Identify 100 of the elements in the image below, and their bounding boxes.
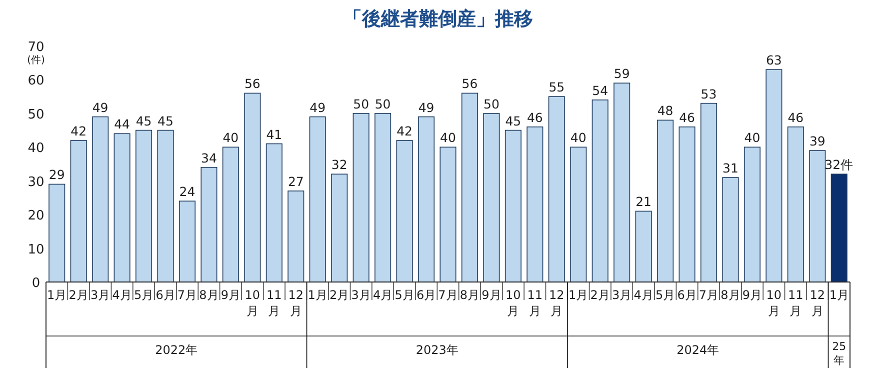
bar bbox=[787, 126, 804, 282]
data-label: 56 bbox=[244, 76, 260, 92]
data-label: 46 bbox=[679, 110, 696, 125]
bar bbox=[830, 174, 848, 282]
bar bbox=[809, 150, 826, 282]
x-tick-label: 6月 bbox=[156, 288, 176, 302]
x-tick-label: 6月 bbox=[677, 288, 697, 302]
bar bbox=[70, 140, 87, 282]
data-label: 44 bbox=[114, 116, 130, 132]
bar bbox=[483, 113, 500, 282]
data-label: 21 bbox=[636, 194, 652, 210]
bar bbox=[288, 190, 304, 282]
x-tick-label: 2月 bbox=[68, 288, 88, 302]
y-tick-label: 20 bbox=[28, 208, 44, 224]
text: 2024年 bbox=[676, 343, 720, 357]
bar bbox=[614, 82, 630, 282]
data-label: 46 bbox=[788, 110, 804, 125]
bar bbox=[657, 120, 674, 282]
data-label: 46 bbox=[526, 110, 543, 125]
y-tick-label: 0 bbox=[32, 276, 40, 291]
x-tick-label: 4月 bbox=[112, 288, 132, 302]
bar bbox=[244, 92, 261, 282]
y-tick-label: 60 bbox=[28, 74, 44, 89]
x-tick-label: 4月 bbox=[634, 288, 654, 302]
y-tick-label: 70 bbox=[28, 40, 44, 55]
data-label: 29 bbox=[48, 167, 65, 182]
chart-title: 「後継者難倒産」推移 bbox=[343, 8, 533, 30]
data-label: 40 bbox=[222, 130, 239, 146]
data-label: 32 bbox=[331, 157, 348, 172]
y-tick-label: 30 bbox=[28, 174, 44, 190]
data-label: 45 bbox=[505, 113, 522, 128]
data-label: 40 bbox=[440, 130, 456, 146]
x-tick-label: 10月 bbox=[244, 288, 260, 318]
x-tick-label: 12月 bbox=[288, 288, 304, 318]
data-label: 49 bbox=[310, 100, 326, 115]
data-label: 45 bbox=[158, 113, 174, 128]
text: 25年 bbox=[832, 340, 846, 367]
data-label: 48 bbox=[657, 103, 674, 118]
data-label: 63 bbox=[766, 52, 782, 68]
text: 2023年 bbox=[416, 343, 458, 357]
data-label: 42 bbox=[70, 123, 87, 138]
data-label: 56 bbox=[462, 76, 478, 92]
bar bbox=[418, 116, 435, 282]
bar bbox=[722, 177, 739, 282]
data-label: 50 bbox=[484, 96, 500, 112]
bar bbox=[766, 69, 782, 282]
data-label: 31 bbox=[722, 160, 738, 176]
data-label: 50 bbox=[353, 96, 370, 112]
data-label: 49 bbox=[418, 100, 434, 115]
data-label: 49 bbox=[92, 100, 108, 115]
data-label: 41 bbox=[266, 126, 282, 142]
bar bbox=[396, 140, 413, 282]
bar bbox=[678, 126, 696, 282]
x-tick-label: 5月 bbox=[394, 288, 414, 302]
bar bbox=[266, 143, 282, 282]
y-tick-label: 50 bbox=[28, 107, 44, 122]
x-tick-label: 8月 bbox=[460, 288, 480, 302]
x-tick-label: 5月 bbox=[134, 288, 154, 302]
x-tick-label: 1月 bbox=[829, 288, 849, 302]
bar bbox=[352, 113, 370, 282]
bar bbox=[178, 200, 196, 282]
x-tick-label: 7月 bbox=[698, 288, 719, 302]
x-tick-label: 7月 bbox=[438, 288, 458, 302]
x-tick-label: 4月 bbox=[372, 288, 393, 302]
x-tick-label: 8月 bbox=[199, 288, 219, 302]
data-label: 40 bbox=[570, 130, 586, 146]
data-label: 42 bbox=[396, 123, 412, 138]
x-tick-label: 3月 bbox=[612, 288, 632, 302]
x-tick-label: 10月 bbox=[506, 288, 521, 318]
x-tick-label: 1月 bbox=[568, 288, 588, 302]
data-label: 55 bbox=[548, 80, 565, 95]
y-tick-label: 10 bbox=[28, 242, 44, 258]
text: 2022年 bbox=[155, 343, 198, 357]
x-tick-label: 2月 bbox=[330, 288, 350, 302]
x-tick-label: 6月 bbox=[416, 288, 436, 302]
x-tick-label: 12月 bbox=[549, 288, 564, 318]
data-label: 54 bbox=[592, 82, 608, 98]
x-tick-label: 9月 bbox=[482, 288, 502, 302]
x-tick-label: 11月 bbox=[266, 288, 282, 318]
data-label: 34 bbox=[201, 150, 217, 166]
x-tick-label: 3月 bbox=[90, 288, 110, 302]
bar bbox=[136, 130, 152, 282]
bar bbox=[526, 126, 544, 282]
y-tick-label: 40 bbox=[28, 141, 44, 156]
data-label: 59 bbox=[614, 66, 630, 82]
bar bbox=[92, 116, 109, 282]
data-label: 40 bbox=[744, 130, 760, 146]
bar bbox=[222, 146, 239, 282]
bar bbox=[309, 116, 326, 282]
bar bbox=[200, 166, 218, 282]
x-tick-label: 10月 bbox=[766, 288, 782, 318]
x-tick-label: 12月 bbox=[810, 288, 826, 318]
bar bbox=[157, 130, 174, 282]
x-tick-label: 1月 bbox=[47, 288, 67, 302]
x-tick-label: 9月 bbox=[220, 288, 241, 302]
x-tick-label: 1月 bbox=[308, 288, 328, 302]
bar bbox=[461, 92, 478, 282]
bar bbox=[504, 130, 522, 282]
x-tick-label: 5月 bbox=[655, 288, 676, 302]
data-label: 24 bbox=[179, 184, 196, 200]
